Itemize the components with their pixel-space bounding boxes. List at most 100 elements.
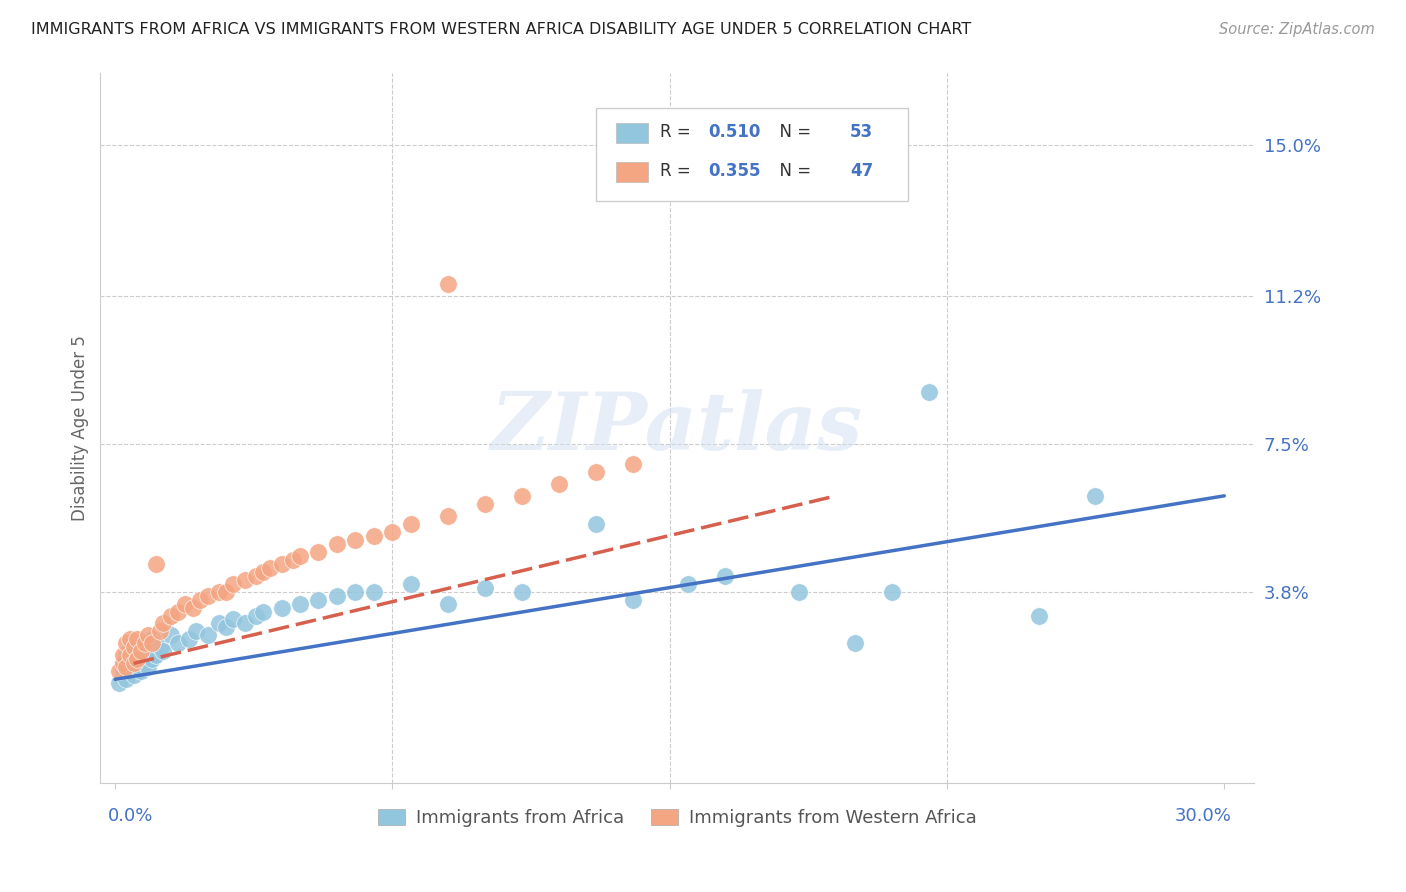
Point bbox=[510, 584, 533, 599]
Point bbox=[177, 632, 200, 647]
Point bbox=[159, 608, 181, 623]
Point bbox=[288, 597, 311, 611]
Point bbox=[145, 648, 167, 663]
Point bbox=[1028, 608, 1050, 623]
Text: 53: 53 bbox=[851, 123, 873, 141]
Point bbox=[222, 576, 245, 591]
Point bbox=[381, 524, 404, 539]
Text: N =: N = bbox=[769, 162, 817, 180]
Point bbox=[880, 584, 903, 599]
Point bbox=[252, 605, 274, 619]
Point bbox=[122, 640, 145, 655]
Point bbox=[129, 665, 152, 679]
Point bbox=[122, 652, 145, 666]
Text: R =: R = bbox=[659, 123, 696, 141]
Point bbox=[208, 584, 231, 599]
Point bbox=[111, 657, 134, 671]
Point bbox=[233, 573, 256, 587]
Point bbox=[714, 568, 737, 582]
Text: IMMIGRANTS FROM AFRICA VS IMMIGRANTS FROM WESTERN AFRICA DISABILITY AGE UNDER 5 : IMMIGRANTS FROM AFRICA VS IMMIGRANTS FRO… bbox=[31, 22, 972, 37]
Point bbox=[127, 644, 149, 658]
Point bbox=[167, 605, 190, 619]
Point bbox=[138, 640, 160, 655]
Point bbox=[188, 592, 211, 607]
Point bbox=[118, 632, 141, 647]
Point bbox=[326, 589, 349, 603]
Text: 30.0%: 30.0% bbox=[1175, 807, 1232, 825]
Point bbox=[308, 544, 330, 558]
Point bbox=[215, 620, 238, 634]
Point bbox=[281, 552, 304, 566]
Point bbox=[787, 584, 810, 599]
Point bbox=[510, 489, 533, 503]
Point bbox=[186, 624, 208, 639]
Point bbox=[474, 497, 496, 511]
Point bbox=[399, 516, 422, 531]
Point bbox=[1084, 489, 1107, 503]
Point bbox=[134, 636, 156, 650]
Point bbox=[148, 640, 170, 655]
Point bbox=[111, 657, 134, 671]
Text: 0.510: 0.510 bbox=[709, 123, 761, 141]
Point bbox=[585, 516, 607, 531]
Point bbox=[363, 584, 385, 599]
Point bbox=[145, 557, 167, 571]
Point bbox=[152, 644, 174, 658]
Point bbox=[127, 652, 149, 666]
Point bbox=[917, 385, 939, 400]
Point bbox=[474, 581, 496, 595]
Point bbox=[115, 636, 138, 650]
Y-axis label: Disability Age Under 5: Disability Age Under 5 bbox=[72, 335, 89, 521]
Point bbox=[208, 616, 231, 631]
Point bbox=[129, 636, 152, 650]
Point bbox=[363, 529, 385, 543]
Point bbox=[141, 632, 163, 647]
Point bbox=[108, 665, 131, 679]
Point bbox=[326, 537, 349, 551]
Point bbox=[111, 648, 134, 663]
Point bbox=[676, 576, 699, 591]
Point bbox=[308, 592, 330, 607]
Point bbox=[844, 636, 866, 650]
Point bbox=[129, 644, 152, 658]
Point bbox=[115, 660, 138, 674]
Point bbox=[437, 277, 460, 292]
Point bbox=[122, 657, 145, 671]
Point bbox=[115, 648, 138, 663]
Point bbox=[222, 612, 245, 626]
Text: 0.355: 0.355 bbox=[709, 162, 761, 180]
Text: Source: ZipAtlas.com: Source: ZipAtlas.com bbox=[1219, 22, 1375, 37]
Point bbox=[167, 636, 190, 650]
Text: ZIPatlas: ZIPatlas bbox=[491, 389, 863, 467]
Text: N =: N = bbox=[769, 123, 817, 141]
Point bbox=[141, 652, 163, 666]
Point bbox=[233, 616, 256, 631]
Point bbox=[197, 628, 219, 642]
Point bbox=[127, 632, 149, 647]
Point bbox=[118, 640, 141, 655]
Point bbox=[174, 597, 197, 611]
Point bbox=[270, 557, 292, 571]
Point bbox=[152, 616, 174, 631]
Point bbox=[134, 657, 156, 671]
Point bbox=[118, 665, 141, 679]
Point bbox=[111, 665, 134, 679]
Point bbox=[138, 660, 160, 674]
Point bbox=[547, 476, 569, 491]
Point bbox=[138, 628, 160, 642]
Point bbox=[437, 597, 460, 611]
Point bbox=[118, 648, 141, 663]
Point bbox=[288, 549, 311, 563]
Point bbox=[122, 668, 145, 682]
Point bbox=[108, 676, 131, 690]
Point bbox=[148, 624, 170, 639]
Point bbox=[252, 565, 274, 579]
Text: 47: 47 bbox=[851, 162, 873, 180]
Point bbox=[344, 584, 367, 599]
Point bbox=[197, 589, 219, 603]
Point bbox=[245, 568, 267, 582]
Point bbox=[159, 628, 181, 642]
Point bbox=[215, 584, 238, 599]
Point bbox=[270, 600, 292, 615]
Text: 0.0%: 0.0% bbox=[108, 807, 153, 825]
